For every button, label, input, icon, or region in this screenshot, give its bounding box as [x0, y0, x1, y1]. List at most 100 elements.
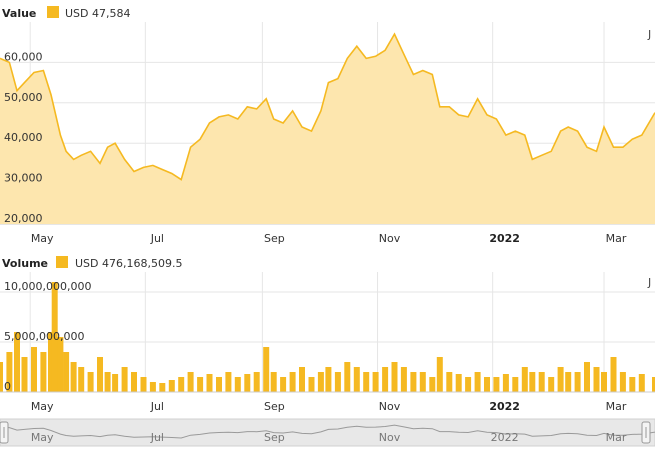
price-y-tick-label: 60,000: [4, 50, 43, 63]
volume-bar: [244, 374, 251, 392]
price-cutoff-label: J: [647, 28, 651, 41]
navigator-tick-label: May: [31, 431, 54, 444]
price-legend[interactable]: Value USD 47,584: [2, 6, 131, 20]
volume-y-tick-label: 5,000,000,000: [4, 330, 84, 343]
volume-bar: [40, 352, 47, 392]
volume-bar: [263, 347, 270, 392]
price-area-fill: [0, 34, 655, 224]
volume-legend-value: USD 476,168,509.5: [75, 257, 182, 270]
volume-bar: [159, 383, 166, 392]
volume-bar: [280, 377, 287, 392]
volume-bar: [57, 337, 64, 392]
volume-x-gridlines: [29, 272, 605, 392]
volume-bar: [538, 372, 545, 392]
volume-bar: [363, 372, 370, 392]
volume-bar: [455, 374, 462, 392]
volume-bar: [104, 372, 111, 392]
navigator-ticks: May Jul Sep Nov 2022 Mar: [31, 431, 627, 444]
volume-bar: [112, 374, 119, 392]
volume-bar: [87, 372, 94, 392]
volume-bar: [353, 367, 360, 392]
price-x-tick-label: Nov: [379, 232, 401, 245]
volume-bar: [344, 362, 351, 392]
volume-bar: [270, 372, 277, 392]
volume-bar: [187, 372, 194, 392]
volume-bar: [436, 357, 443, 392]
volume-bar: [51, 282, 58, 392]
volume-bar: [557, 367, 564, 392]
volume-bar: [619, 372, 626, 392]
volume-bar: [63, 352, 70, 392]
volume-bar: [78, 367, 85, 392]
volume-bar: [31, 347, 37, 392]
volume-bar: [168, 380, 175, 392]
volume-bar: [565, 372, 572, 392]
volume-bars: [0, 282, 655, 393]
volume-bar: [121, 367, 128, 392]
price-x-tick-label: Jul: [150, 232, 164, 245]
volume-x-tick-label: Jul: [150, 400, 164, 413]
volume-bar: [484, 377, 490, 392]
volume-bar: [629, 377, 636, 392]
volume-bar: [529, 372, 536, 392]
volume-legend[interactable]: Volume USD 476,168,509.5: [2, 256, 182, 270]
price-y-tick-label: 30,000: [4, 172, 43, 185]
volume-legend-swatch: [56, 256, 68, 268]
volume-bar: [601, 372, 607, 392]
volume-y-tick-label: 10,000,000,000: [4, 280, 91, 293]
volume-bar: [149, 382, 156, 392]
volume-bar: [610, 357, 617, 392]
volume-x-tick-label: Nov: [379, 400, 401, 413]
volume-legend-title: Volume: [2, 257, 48, 270]
volume-bar: [97, 357, 103, 392]
volume-cutoff-label: J: [647, 276, 651, 289]
volume-bar: [391, 362, 398, 392]
volume-bar: [206, 374, 213, 392]
volume-bar: [131, 372, 137, 392]
volume-bar: [253, 372, 260, 392]
price-legend-swatch: [47, 6, 59, 18]
volume-x-tick-label: Mar: [606, 400, 627, 413]
navigator-tick-label: 2022: [491, 431, 519, 444]
price-x-tick-label: 2022: [489, 232, 520, 245]
price-y-tick-label: 40,000: [4, 131, 43, 144]
volume-bar: [299, 367, 305, 392]
price-y-ticks: 20,000 30,000 40,000 50,000 60,000: [4, 50, 43, 225]
volume-x-ticks: May Jul Sep Nov 2022 Mar: [31, 400, 627, 413]
navigator-tick-label: Jul: [150, 431, 164, 444]
volume-bar: [308, 377, 315, 392]
volume-bar: [574, 372, 581, 392]
volume-y-tick-label: 0: [4, 380, 11, 393]
volume-bar: [493, 377, 500, 392]
volume-bar: [234, 377, 241, 392]
price-y-tick-label: 20,000: [4, 212, 43, 225]
volume-bar: [429, 377, 436, 392]
price-x-tick-label: Mar: [606, 232, 627, 245]
volume-bar: [474, 372, 481, 392]
navigator-track[interactable]: [0, 418, 655, 447]
price-line: [0, 32, 655, 181]
volume-bar: [70, 362, 77, 392]
volume-bar: [446, 372, 453, 392]
navigator-line: [0, 424, 655, 439]
volume-bar: [512, 377, 519, 392]
volume-bar: [400, 367, 407, 392]
volume-bar: [21, 357, 28, 392]
volume-bar: [289, 372, 296, 392]
volume-bar: [521, 367, 528, 392]
navigator[interactable]: May Jul Sep Nov 2022 Mar: [0, 418, 655, 447]
volume-bar: [334, 372, 341, 392]
volume-x-tick-label: Sep: [264, 400, 285, 413]
volume-bar: [465, 377, 472, 392]
price-legend-value: USD 47,584: [65, 7, 131, 20]
volume-bar: [638, 374, 645, 392]
volume-bar: [0, 362, 3, 392]
volume-bar: [325, 367, 332, 392]
price-x-tick-label: Sep: [264, 232, 285, 245]
volume-x-tick-label: May: [31, 400, 54, 413]
volume-bar: [584, 362, 590, 392]
volume-bar: [178, 377, 185, 392]
navigator-tick-label: Mar: [606, 431, 627, 444]
volume-bar: [6, 352, 13, 392]
